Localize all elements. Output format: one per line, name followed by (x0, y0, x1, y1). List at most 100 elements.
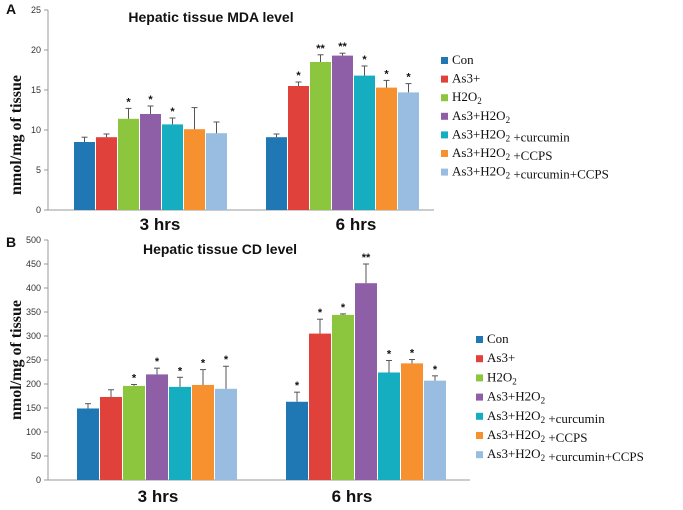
legend-label: As3+ (487, 350, 515, 365)
panel-a-bars: ********** * (74, 41, 419, 210)
significance-marker: * (410, 348, 415, 360)
panel-a-category-label: 3 hrs (140, 215, 181, 234)
bar (376, 87, 397, 210)
legend-swatch (476, 336, 483, 343)
panel-a-title: Hepatic tissue MDA level (128, 9, 293, 25)
significance-marker: * (148, 94, 153, 106)
significance-marker: * (318, 307, 323, 319)
bar (169, 386, 191, 480)
legend-swatch (476, 432, 483, 439)
y-tick-label: 250 (26, 355, 41, 365)
bar (206, 133, 227, 210)
significance-marker: * (433, 364, 438, 376)
legend-swatch (476, 355, 483, 363)
y-tick-label: 5 (36, 165, 41, 175)
panel-b-label: B (6, 234, 16, 250)
legend-swatch (476, 451, 483, 459)
significance-marker: * (296, 70, 301, 82)
y-tick-label: 25 (31, 5, 41, 15)
significance-marker: * (384, 68, 389, 80)
legend-label: As3+H2O2 +curcumin+CCPS (487, 446, 644, 464)
bar (286, 401, 308, 480)
legend-label: As3+H2O2 +CCPS (452, 145, 552, 163)
significance-marker: * (406, 72, 411, 84)
bar (355, 283, 377, 480)
panel-a-label: A (6, 1, 16, 17)
legend-label: As3+H2O2 (487, 389, 545, 406)
significance-marker: * (341, 302, 346, 314)
significance-marker: * (295, 380, 300, 392)
legend-label: H2O2 (452, 89, 482, 106)
y-tick-label: 20 (31, 45, 41, 55)
bar (332, 314, 354, 480)
significance-marker: * (362, 54, 367, 66)
bar (354, 75, 375, 210)
bar (310, 62, 331, 210)
significance-marker: ** (338, 41, 347, 53)
bar (215, 388, 237, 480)
bar (266, 137, 287, 210)
significance-marker: * (387, 348, 392, 360)
bar (162, 124, 183, 210)
legend-swatch (441, 75, 448, 83)
bar (118, 118, 139, 210)
y-tick-label: 350 (26, 307, 41, 317)
significance-marker: ** (362, 252, 371, 264)
y-tick-label: 0 (36, 205, 41, 215)
bar (184, 129, 205, 210)
legend-label: As3+H2O2 (452, 108, 510, 125)
bar (192, 384, 214, 480)
legend-swatch (441, 131, 448, 139)
legend-label: H2O2 (487, 369, 517, 386)
legend-swatch (441, 150, 448, 157)
panel-a-y-ticks: 0 5 10 15 20 25 (31, 5, 48, 215)
significance-marker: ** (316, 43, 325, 55)
bar (332, 55, 353, 210)
legend-label: Con (487, 331, 509, 346)
legend-swatch (476, 412, 483, 420)
legend-swatch (476, 374, 483, 382)
y-tick-label: 100 (26, 427, 41, 437)
bar (398, 92, 419, 210)
y-tick-label: 15 (31, 85, 41, 95)
legend-swatch (441, 168, 448, 176)
legend-swatch (441, 112, 448, 120)
panel-b-category-label: 6 hrs (332, 487, 373, 506)
legend-label: As3+ (452, 71, 480, 86)
y-tick-label: 50 (31, 451, 41, 461)
legend-label: As3+H2O2 +curcumin (487, 408, 605, 426)
legend-swatch (441, 57, 448, 64)
bar (74, 142, 95, 210)
significance-marker: * (178, 365, 183, 377)
panel-b-y-axis-label: nmol/mg of tissue (8, 300, 25, 420)
y-tick-label: 200 (26, 379, 41, 389)
significance-marker: * (155, 356, 160, 368)
legend-swatch (441, 94, 448, 102)
bar (77, 408, 99, 480)
legend-label: Con (452, 52, 474, 67)
bar (378, 372, 400, 480)
y-tick-label: 300 (26, 331, 41, 341)
bar (309, 333, 331, 480)
bar (401, 363, 423, 480)
y-tick-label: 400 (26, 283, 41, 293)
panel-a: A Hepatic tissue MDA level nmol/mg of ti… (6, 1, 609, 234)
panel-b-category-label: 3 hrs (138, 487, 179, 506)
y-tick-label: 150 (26, 403, 41, 413)
significance-marker: * (224, 354, 229, 366)
legend-label: As3+H2O2 +curcumin+CCPS (452, 164, 609, 182)
bar (146, 374, 168, 480)
bar (123, 385, 145, 480)
y-tick-label: 450 (26, 259, 41, 269)
panel-b-y-ticks: 0 50 100 150 200 250 300 350 400 450 500 (26, 235, 48, 485)
significance-marker: * (132, 372, 137, 384)
panel-b-title: Hepatic tissue CD level (143, 241, 297, 257)
significance-marker: * (170, 106, 175, 118)
significance-marker: * (126, 96, 131, 108)
legend-label: As3+H2O2 +curcumin (452, 126, 570, 144)
bar (288, 86, 309, 210)
panel-b: B Hepatic tissue CD level nmol/mg of tis… (6, 234, 644, 506)
